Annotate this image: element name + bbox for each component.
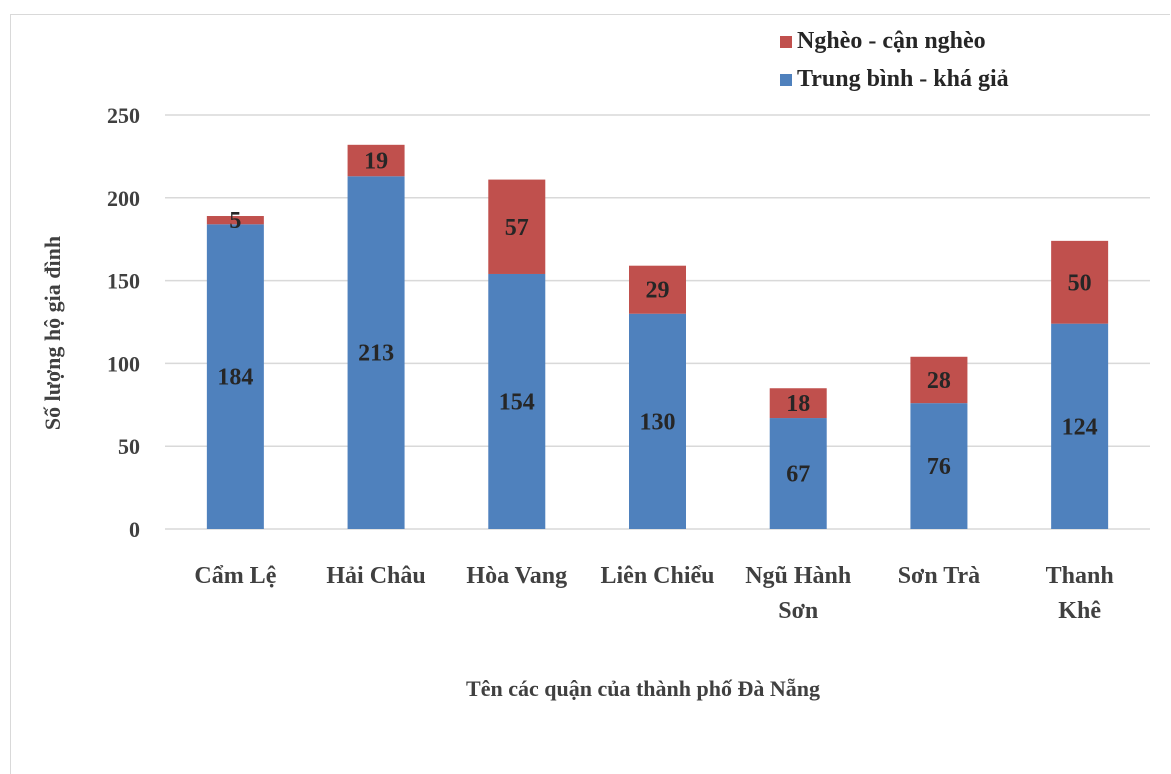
bar-segment <box>347 176 405 529</box>
x-tick-label: Khê <box>1058 598 1101 624</box>
x-axis-title: Tên các quận của thành phố Đà Nẵng <box>466 676 820 701</box>
legend-label: Trung bình - khá giả <box>797 66 1009 92</box>
y-tick-label: 250 <box>107 103 140 128</box>
x-tick-label: Sơn Trà <box>898 563 980 589</box>
x-tick-label: Thanh <box>1046 563 1114 589</box>
legend-label: Nghèo - cận nghèo <box>797 28 986 54</box>
y-axis-title: Số lượng hộ gia đình <box>40 236 65 430</box>
data-label: 29 <box>646 278 670 304</box>
bar-segment <box>910 356 968 404</box>
data-label: 50 <box>1068 270 1092 296</box>
data-label: 67 <box>786 462 810 488</box>
y-tick-label: 50 <box>118 434 140 459</box>
x-tick-label: Cẩm Lệ <box>194 563 276 589</box>
x-tick-label: Hòa Vang <box>466 563 567 589</box>
data-label: 154 <box>499 389 535 415</box>
x-tick-label: Liên Chiểu <box>600 563 714 589</box>
x-tick-label: Hải Châu <box>326 563 425 589</box>
data-label: 76 <box>927 454 951 480</box>
data-label: 130 <box>640 409 676 435</box>
x-tick-label: Sơn <box>778 598 818 624</box>
y-tick-label: 0 <box>129 517 140 542</box>
bar-segment <box>629 313 686 529</box>
bar-segment <box>206 216 264 225</box>
bar-segment <box>1051 323 1109 529</box>
x-tick-label: Ngũ Hành <box>745 563 851 589</box>
data-label: 184 <box>217 365 253 391</box>
y-tick-label: 100 <box>107 351 140 376</box>
bar-segment <box>206 224 264 529</box>
chart-frame <box>10 14 1170 774</box>
bar-segment <box>629 265 686 314</box>
bar-segment <box>488 179 546 274</box>
bar-segment <box>488 273 546 529</box>
data-label: 5 <box>229 208 241 234</box>
bar-segment <box>910 403 968 529</box>
legend-swatch <box>780 36 792 48</box>
y-tick-label: 150 <box>107 269 140 294</box>
bar-segment <box>347 144 405 177</box>
bar-segment <box>769 418 827 529</box>
bar-segment <box>1051 240 1109 324</box>
data-label: 124 <box>1062 414 1098 440</box>
data-label: 28 <box>927 368 951 394</box>
data-label: 19 <box>364 149 388 175</box>
data-label: 18 <box>786 391 810 417</box>
data-label: 57 <box>505 215 529 241</box>
legend-swatch <box>780 74 792 86</box>
bar-segment <box>769 388 827 419</box>
data-label: 213 <box>358 341 394 367</box>
y-tick-label: 200 <box>107 186 140 211</box>
